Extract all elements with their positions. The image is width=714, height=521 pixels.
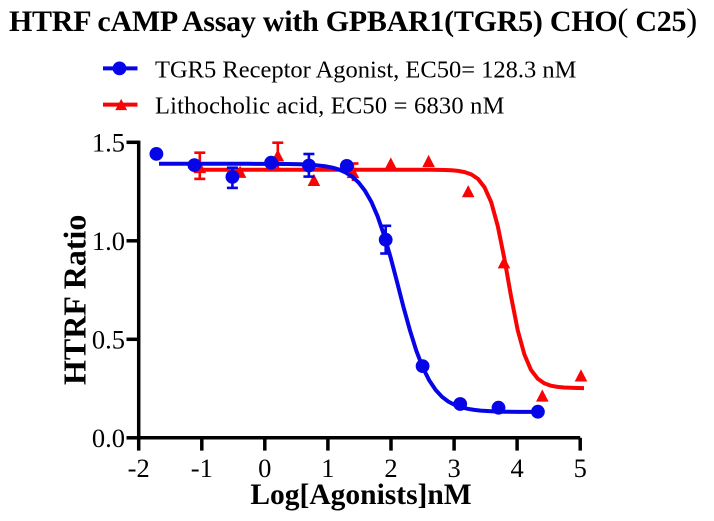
svg-text:-1: -1 [191, 453, 213, 483]
svg-text:Lithocholic acid, EC50 = 6830: Lithocholic acid, EC50 = 6830 nM [155, 92, 505, 119]
svg-text:1.5: 1.5 [92, 128, 125, 158]
svg-text:0.0: 0.0 [92, 423, 125, 453]
svg-text:4: 4 [510, 453, 523, 483]
svg-text:-2: -2 [128, 453, 150, 483]
svg-text:HTRF cAMP Assay with GPBAR1(TG: HTRF cAMP Assay with GPBAR1(TGR5) CHO( C… [9, 3, 697, 39]
svg-text:5: 5 [574, 453, 587, 483]
svg-text:HTRF Ratio: HTRF Ratio [57, 215, 93, 385]
svg-text:3: 3 [447, 453, 460, 483]
svg-text:0: 0 [258, 453, 271, 483]
svg-text:Log[Agonists]nM: Log[Agonists]nM [250, 479, 471, 511]
svg-text:TGR5 Receptor Agonist, EC50= 1: TGR5 Receptor Agonist, EC50= 128.3 nM [155, 56, 577, 83]
svg-text:1.0: 1.0 [92, 226, 125, 256]
svg-text:1: 1 [321, 453, 334, 483]
svg-text:2: 2 [384, 453, 397, 483]
svg-text:0.5: 0.5 [92, 325, 125, 355]
